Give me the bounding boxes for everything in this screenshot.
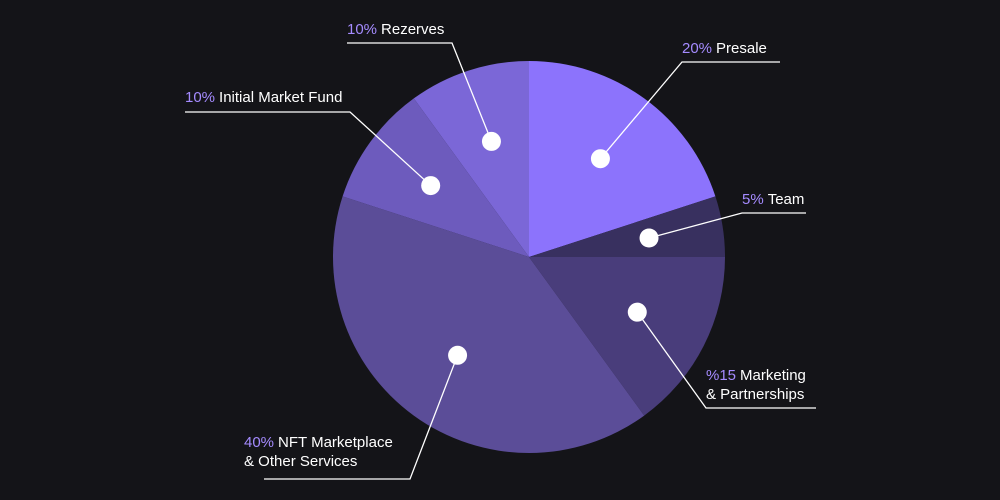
label-marketing-name: Marketing — [740, 367, 806, 384]
marker-dot-imf — [421, 176, 441, 196]
label-rezerves-name: Rezerves — [381, 21, 445, 38]
marker-dot-nft — [448, 345, 468, 365]
leader-line-team — [648, 212, 806, 239]
leader-line-nft — [264, 355, 459, 480]
label-team-name: Team — [767, 191, 805, 208]
marker-dot-marketing — [627, 302, 647, 322]
leader-line-marketing — [636, 311, 816, 409]
slices-layer — [332, 60, 725, 454]
label-team: 5% Team — [742, 190, 804, 209]
leader-line-imf — [185, 111, 432, 187]
pie-slice-marketing — [529, 257, 725, 416]
marker-dots-layer — [421, 131, 659, 365]
label-marketing: %15 Marketing & Partnerships — [706, 366, 806, 404]
label-marketing-percent: %15 — [706, 367, 737, 384]
leader-line-presale — [599, 61, 780, 160]
label-marketing-name-line2: & Partnerships — [706, 386, 805, 403]
pie-slice-rezerves — [413, 60, 529, 257]
label-nft-name-line2: & Other Services — [244, 453, 358, 470]
label-presale: 20% Presale — [682, 39, 767, 58]
pie-slice-nft — [332, 196, 645, 454]
label-imf-percent: 10% — [185, 89, 216, 106]
pie-slice-presale — [529, 61, 716, 257]
label-nft-name: NFT Marketplace — [278, 434, 393, 451]
leader-lines-layer — [185, 42, 816, 480]
marker-dot-team — [639, 228, 659, 248]
label-team-percent: 5% — [742, 191, 764, 208]
label-rezerves-percent: 10% — [347, 21, 378, 38]
leader-line-rezerves — [347, 42, 493, 142]
pie-slice-team — [529, 196, 725, 257]
label-presale-name: Presale — [716, 40, 767, 57]
label-initial-market-fund: 10% Initial Market Fund — [185, 88, 342, 107]
marker-dot-rezerves — [481, 131, 501, 151]
label-nft-percent: 40% — [244, 434, 275, 451]
marker-dot-presale — [590, 149, 610, 169]
label-rezerves: 10% Rezerves — [347, 20, 444, 39]
label-imf-name: Initial Market Fund — [219, 89, 343, 106]
label-nft-marketplace: 40% NFT Marketplace & Other Services — [244, 433, 393, 471]
label-presale-percent: 20% — [682, 40, 713, 57]
